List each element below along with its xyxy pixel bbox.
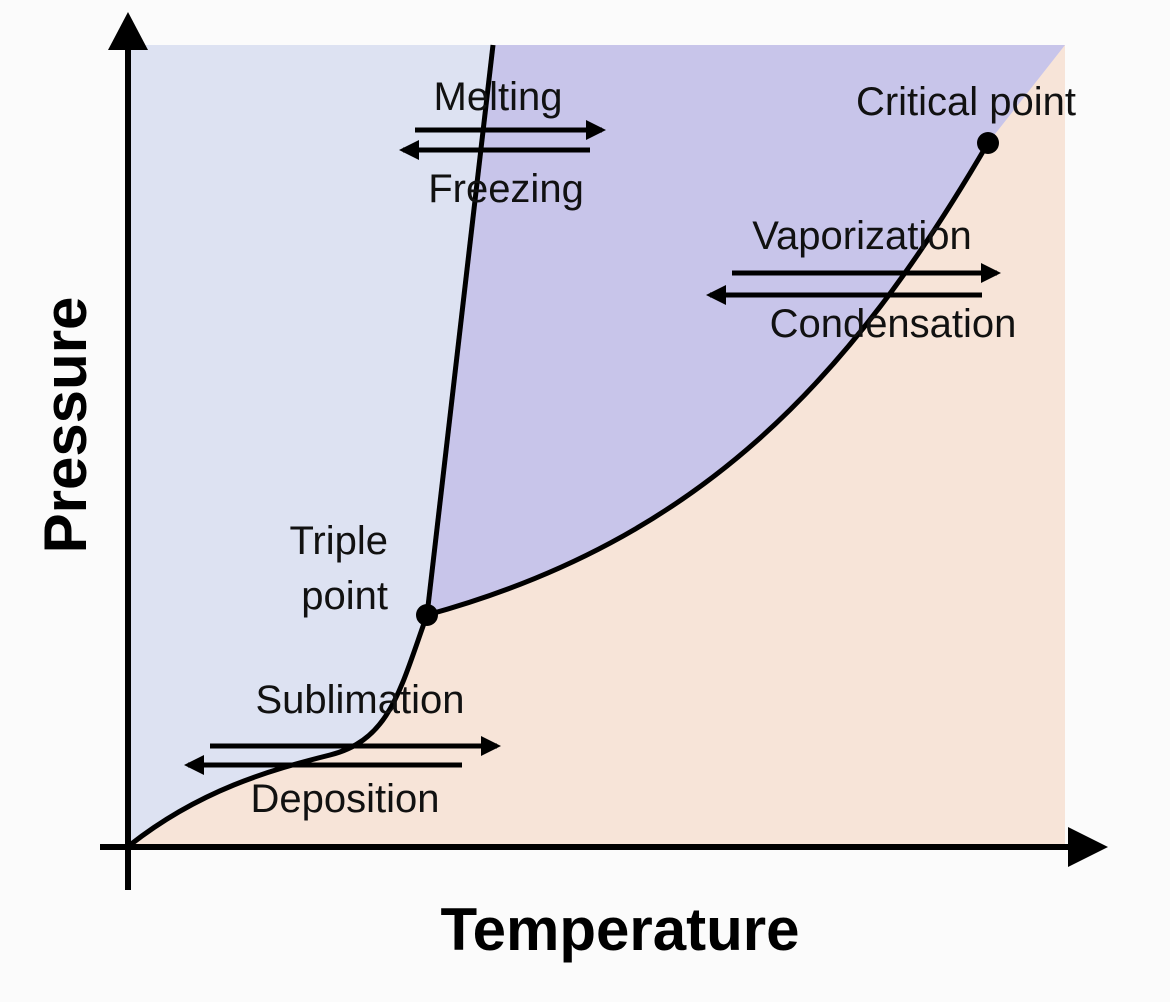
transition-arrows bbox=[184, 120, 1001, 775]
x-arrowhead bbox=[1068, 827, 1108, 867]
liquid-region bbox=[427, 45, 1065, 615]
melting-curve bbox=[424, 44, 496, 616]
vaporization-curve bbox=[426, 141, 991, 618]
x-axis-label: Temperature bbox=[440, 896, 799, 963]
critical-point bbox=[977, 132, 999, 154]
condensation-label: Condensation bbox=[770, 302, 1017, 346]
freezing-label: Freezing bbox=[428, 167, 584, 211]
deposition-label: Deposition bbox=[250, 777, 439, 821]
melting-label: Melting bbox=[434, 75, 563, 119]
vaporization-label: Vaporization bbox=[752, 214, 971, 258]
triple-point bbox=[416, 604, 438, 626]
critical-point-label: Critical point bbox=[856, 80, 1076, 124]
triple-point-label: Triple bbox=[289, 519, 388, 563]
solid-region bbox=[130, 45, 493, 845]
triple-point-label: point bbox=[301, 574, 388, 618]
y-arrowhead bbox=[108, 12, 148, 50]
sublimation-label: Sublimation bbox=[255, 678, 464, 722]
sublimation-curve bbox=[128, 614, 430, 847]
y-axis-label: Pressure bbox=[32, 297, 99, 554]
